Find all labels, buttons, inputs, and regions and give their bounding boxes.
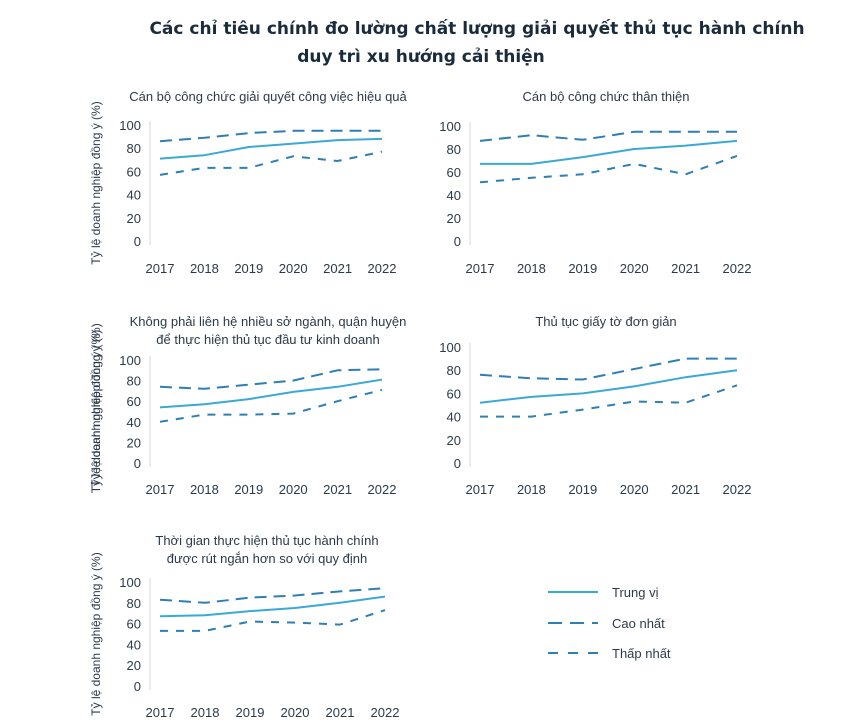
y-tick-label: 40 <box>127 415 141 430</box>
series-line <box>480 384 738 418</box>
panel-title: được rút ngắn hơn so với quy định <box>167 551 368 566</box>
y-tick-label: 100 <box>119 118 141 133</box>
x-tick-label: 2021 <box>323 261 352 276</box>
legend-label: Cao nhất <box>612 616 665 631</box>
series-line <box>479 369 738 404</box>
series-line <box>479 130 737 142</box>
x-tick-label: 2019 <box>234 261 263 276</box>
panel-title: Cán bộ công chức thân thiện <box>523 89 690 104</box>
x-tick-label: 2022 <box>368 261 397 276</box>
panel-title: Thời gian thực hiện thủ tục hành chính <box>155 533 378 548</box>
panel-title: Thủ tục giấy tờ đơn giản <box>535 314 676 329</box>
x-tick-label: 2019 <box>236 705 265 720</box>
x-tick-label: 2020 <box>281 705 310 720</box>
x-tick-label: 2021 <box>671 261 700 276</box>
chart-panel-5: Thời gian thực hiện thủ tục hành chính đư… <box>89 533 399 720</box>
y-tick-label: 0 <box>134 234 141 249</box>
y-tick-label: 60 <box>447 386 461 401</box>
y-tick-label: 100 <box>439 119 461 134</box>
panel-title: Không phải liên hệ nhiều sở ngành, quận … <box>130 314 407 329</box>
x-tick-label: 2021 <box>323 482 352 497</box>
x-tick-label: 2018 <box>190 261 219 276</box>
y-tick-label: 80 <box>447 142 461 157</box>
series-line <box>159 595 386 618</box>
x-tick-label: 2022 <box>371 705 400 720</box>
series-line <box>160 609 386 632</box>
x-tick-label: 2021 <box>326 705 355 720</box>
legend-label: Thấp nhất <box>612 646 671 661</box>
chart-panel-3: Không phải liên hệ nhiều sở ngành, quận … <box>89 314 406 497</box>
x-tick-label: 2019 <box>568 261 597 276</box>
legend-item: Cao nhất <box>548 616 665 631</box>
x-tick-label: 2017 <box>146 705 175 720</box>
y-tick-label: 100 <box>439 340 461 355</box>
series-line <box>479 357 737 381</box>
y-tick-label: 60 <box>127 617 141 632</box>
y-tick-label: 80 <box>127 141 141 156</box>
y-tick-label: 20 <box>447 433 461 448</box>
chart-panels: Cán bộ công chức giải quyết công việc hi… <box>89 89 751 720</box>
chart-panel-2: Cán bộ công chức thân thiện 0 20 40 60 80 100 2… <box>439 89 751 276</box>
figure-title-line-1: Các chỉ tiêu chính đo lường chất lượng g… <box>149 18 804 39</box>
y-tick-label: 20 <box>127 211 141 226</box>
y-axis-label: Tỷ lệ doanh nghiệp đồng ý (%) <box>89 552 103 715</box>
legend: Trung vị Cao nhất Thấp nhất <box>548 585 671 661</box>
series-line <box>159 378 383 409</box>
y-tick-label: 80 <box>447 363 461 378</box>
series-line <box>480 139 738 165</box>
x-tick-label: 2020 <box>620 482 649 497</box>
x-tick-label: 2019 <box>568 482 597 497</box>
x-tick-label: 2020 <box>279 261 308 276</box>
x-tick-label: 2018 <box>517 261 546 276</box>
x-tick-label: 2017 <box>466 482 495 497</box>
panel-title: Cán bộ công chức giải quyết công việc hi… <box>129 89 407 104</box>
series-line <box>159 150 383 176</box>
x-tick-label: 2020 <box>279 482 308 497</box>
x-tick-label: 2021 <box>671 482 700 497</box>
x-tick-label: 2022 <box>723 261 752 276</box>
x-tick-label: 2018 <box>517 482 546 497</box>
x-tick-label: 2020 <box>620 261 649 276</box>
x-tick-label: 2017 <box>466 261 495 276</box>
y-tick-label: 40 <box>447 188 461 203</box>
x-tick-label: 2019 <box>234 482 263 497</box>
y-tick-label: 100 <box>119 575 141 590</box>
y-tick-label: 0 <box>454 456 461 471</box>
y-axis-label: Tỷ lệ doanh nghiệp đồng ý (%) <box>89 101 103 264</box>
x-tick-label: 2022 <box>723 482 752 497</box>
y-tick-label: 80 <box>127 374 141 389</box>
chart-panel-4: Thủ tục giấy tờ đơn giản 0 20 40 60 80 100 2017… <box>89 314 751 497</box>
y-tick-label: 20 <box>447 211 461 226</box>
panel-title: để thực hiện thủ tục đầu tư kinh doanh <box>156 332 379 347</box>
y-tick-label: 20 <box>127 435 141 450</box>
y-tick-label: 40 <box>127 637 141 652</box>
figure-title-line-2: duy trì xu hướng cải thiện <box>297 47 545 67</box>
y-tick-label: 20 <box>127 658 141 673</box>
y-tick-label: 60 <box>127 164 141 179</box>
legend-item: Thấp nhất <box>548 646 671 661</box>
y-tick-label: 0 <box>454 234 461 249</box>
series-line <box>479 154 738 184</box>
y-tick-label: 100 <box>119 353 141 368</box>
y-tick-label: 40 <box>127 188 141 203</box>
chart-panel-1: Cán bộ công chức giải quyết công việc hi… <box>89 89 408 276</box>
y-axis-label: Tỷ lệ doanh nghiệp đồng ý (%) <box>89 323 103 486</box>
x-tick-label: 2017 <box>146 482 175 497</box>
y-tick-label: 80 <box>127 596 141 611</box>
x-tick-label: 2022 <box>368 482 397 497</box>
y-tick-label: 0 <box>134 679 141 694</box>
y-tick-label: 60 <box>447 165 461 180</box>
y-tick-label: 40 <box>447 410 461 425</box>
x-tick-label: 2018 <box>191 705 220 720</box>
x-tick-label: 2017 <box>146 261 175 276</box>
y-axis-label: Tỷ lệ doanh nghiệp đồng ý (%) <box>89 330 103 493</box>
y-tick-label: 0 <box>134 456 141 471</box>
series-line <box>159 388 383 423</box>
legend-item: Trung vị <box>548 585 659 600</box>
legend-label: Trung vị <box>612 585 659 600</box>
y-tick-label: 60 <box>127 394 141 409</box>
series-line <box>159 137 383 160</box>
x-tick-label: 2018 <box>190 482 219 497</box>
